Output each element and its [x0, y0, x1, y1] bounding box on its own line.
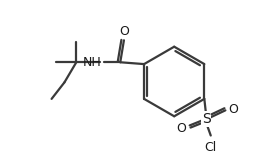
Text: O: O [119, 24, 129, 38]
Text: O: O [228, 103, 238, 116]
Text: S: S [202, 112, 210, 126]
Text: NH: NH [83, 56, 102, 69]
Text: Cl: Cl [205, 141, 217, 154]
Text: O: O [176, 122, 186, 135]
